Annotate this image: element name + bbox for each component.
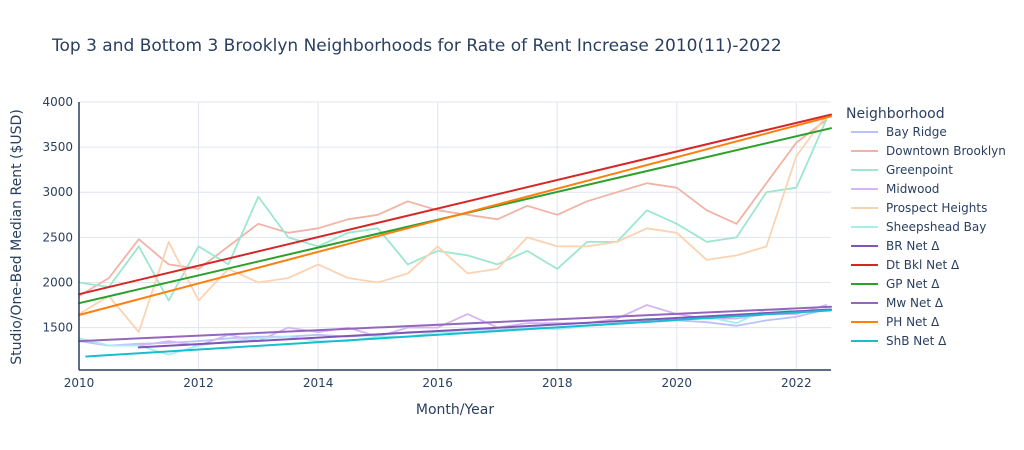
legend-label-midwood[interactable]: Midwood [886,182,939,196]
legend-label-bay-ridge[interactable]: Bay Ridge [886,125,947,139]
axes: 2010 2012 2014 2016 2018 2020 2022 1500 2000 2500… [42,95,831,390]
y-tick-label: 4000 [42,95,73,109]
legend-label-gp-net-delta[interactable]: GP Net Δ [886,277,940,291]
legend: Bay Ridge Downtown Brooklyn Greenpoint Midw… [851,125,1006,348]
series-line-dt-bkl-net-delta [78,113,832,296]
x-tick-label: 2014 [303,376,334,390]
x-tick-label: 2022 [781,376,812,390]
legend-label-br-net-delta[interactable]: BR Net Δ [886,239,940,253]
series-line-mw-net-delta [78,305,832,343]
legend-title: Neighborhood [846,106,945,122]
x-tick-label: 2020 [662,376,693,390]
x-axis-label: Month/Year [416,402,494,418]
y-tick-label: 3000 [42,185,73,199]
grid [78,101,831,370]
y-tick-label: 2000 [42,275,73,289]
legend-label-ph-net-delta[interactable]: PH Net Δ [886,315,940,329]
series-line-br-net-delta [137,308,832,349]
series-line-prospect-heights [78,114,828,334]
legend-label-sheepshead-bay[interactable]: Sheepshead Bay [886,220,986,234]
y-tick-label: 3500 [42,140,73,154]
chart-title: Top 3 and Bottom 3 Brooklyn Neighborhood… [51,36,782,56]
legend-label-downtown-brooklyn[interactable]: Downtown Brooklyn [886,144,1006,158]
x-tick-label: 2012 [183,376,214,390]
y-tick-label: 1500 [42,321,73,335]
legend-label-mw-net-delta[interactable]: Mw Net Δ [886,296,944,310]
legend-label-prospect-heights[interactable]: Prospect Heights [886,201,987,215]
x-tick-label: 2018 [542,376,573,390]
legend-label-dt-bkl-net-delta[interactable]: Dt Bkl Net Δ [886,258,960,272]
legend-label-greenpoint[interactable]: Greenpoint [886,163,953,177]
series-line-greenpoint [78,119,828,302]
series-line-midwood [78,304,828,347]
x-tick-label: 2010 [64,376,95,390]
plot-area [78,113,832,358]
series-line-ph-net-delta [78,115,832,316]
x-tick-label: 2016 [422,376,453,390]
y-axis-label: Studio/One-Bed Median Rent ($USD) [9,109,25,365]
series-line-shb-net-delta [85,309,832,358]
y-tick-label: 2500 [42,230,73,244]
legend-label-shb-net-delta[interactable]: ShB Net Δ [886,334,947,348]
